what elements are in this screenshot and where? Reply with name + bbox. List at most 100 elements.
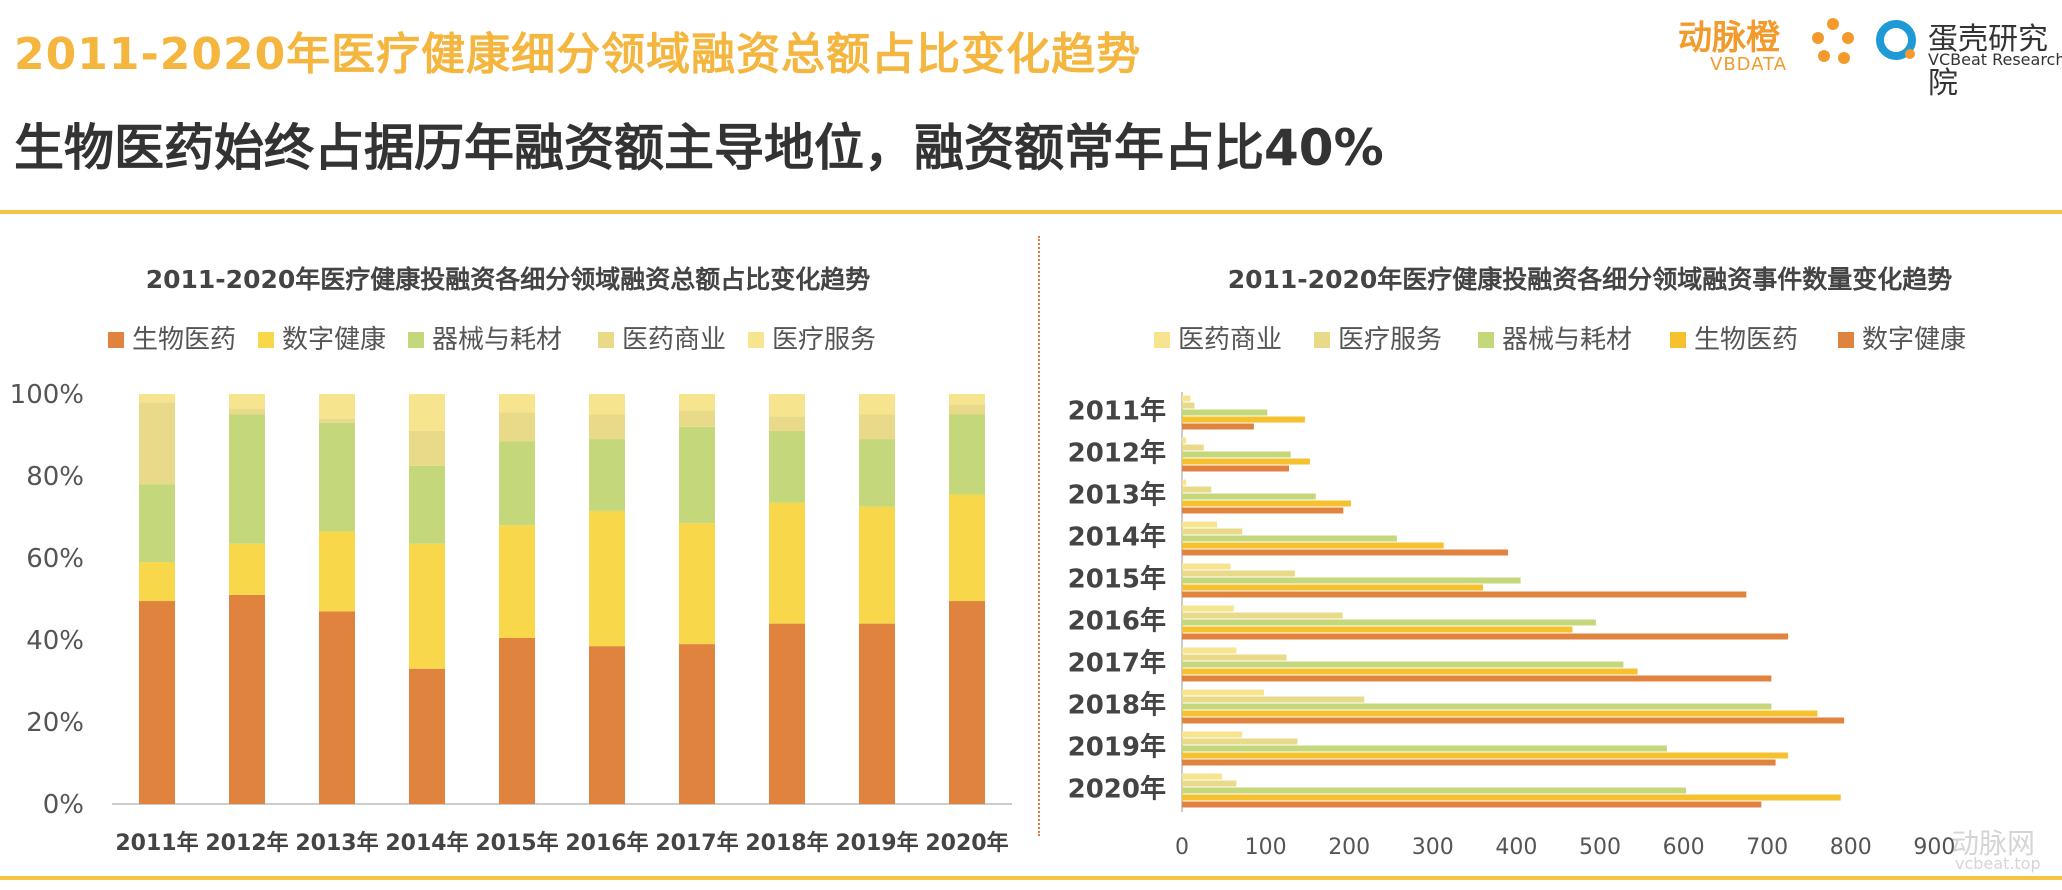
bar-segment (949, 494, 985, 602)
bar (1182, 563, 1231, 570)
vbdata-flower-icon (1812, 18, 1854, 64)
bar (1182, 703, 1772, 710)
bar (1182, 584, 1483, 591)
bar-segment (589, 439, 625, 511)
bar-segment (139, 402, 175, 485)
bar (1182, 717, 1845, 724)
bar (1182, 752, 1789, 759)
bottom-rule (0, 876, 2062, 880)
legend-swatch (1838, 332, 1854, 348)
bar-segment (319, 611, 355, 804)
bar-segment (769, 502, 805, 624)
y-tick-label: 2020年 (1068, 774, 1166, 805)
vcbeat-egg-icon (1876, 20, 1916, 60)
bar-segment (679, 410, 715, 427)
bar-segment (859, 414, 895, 440)
x-tick-label: 500 (1579, 835, 1621, 860)
bar-segment (499, 412, 535, 442)
legend-label: 数字健康 (282, 325, 386, 355)
y-tick-label: 2018年 (1068, 690, 1166, 721)
y-tick-label: 2014年 (1068, 522, 1166, 553)
bar (1182, 577, 1521, 584)
bar (1182, 549, 1509, 556)
bar-segment (859, 506, 895, 624)
bar (1182, 710, 1818, 717)
bar-segment (859, 623, 895, 804)
y-tick-label: 20% (26, 708, 84, 738)
bar-segment (589, 646, 625, 804)
chart1-title: 2011-2020年医疗健康投融资各细分领域融资总额占比变化趋势 (146, 265, 871, 294)
bar (1182, 507, 1344, 514)
bar (1182, 402, 1195, 409)
bar-segment (499, 441, 535, 526)
bar-segment (949, 404, 985, 415)
vbdata-logo-cn: 动脉橙 (1678, 18, 1780, 58)
bar-segment (319, 418, 355, 423)
bar (1182, 605, 1234, 612)
legend-label: 生物医药 (1694, 325, 1798, 355)
bar-segment (229, 414, 265, 544)
vbdata-logo: 动脉橙 VBDATA (1678, 10, 1858, 75)
bar (1182, 773, 1223, 780)
bar-segment (769, 394, 805, 417)
bar-segment (319, 422, 355, 532)
x-tick-label: 900 (1913, 835, 1955, 860)
bar (1182, 696, 1365, 703)
bar-segment (589, 510, 625, 647)
bar (1182, 521, 1218, 528)
bar-segment (769, 430, 805, 503)
legend-swatch (258, 332, 274, 348)
legend-label: 医药商业 (1178, 325, 1282, 355)
bar-segment (499, 394, 535, 413)
bar-segment (319, 394, 355, 419)
y-tick-label: 2015年 (1068, 564, 1166, 595)
bar-segment (229, 543, 265, 595)
bar-segment (859, 394, 895, 415)
y-tick-label: 80% (26, 462, 84, 492)
bar-segment (409, 394, 445, 431)
bar (1182, 500, 1351, 507)
bar-segment (229, 408, 265, 415)
y-tick-label: 40% (26, 626, 84, 656)
bar-segment (409, 465, 445, 544)
bar-segment (409, 668, 445, 804)
x-tick-label: 2018年 (745, 830, 828, 856)
x-tick-label: 600 (1663, 835, 1705, 860)
x-tick-label: 2017年 (655, 830, 738, 856)
bar-segment (229, 594, 265, 804)
bar (1182, 416, 1305, 423)
legend-label: 医药商业 (622, 325, 726, 355)
bar-segment (499, 525, 535, 638)
bar-segment (679, 394, 715, 411)
y-tick-label: 60% (26, 544, 84, 574)
bar-segment (139, 601, 175, 804)
bar-segment (139, 562, 175, 602)
x-tick-label: 400 (1495, 835, 1537, 860)
bar-segment (679, 523, 715, 645)
bar (1182, 451, 1291, 458)
x-tick-label: 300 (1412, 835, 1454, 860)
bar (1182, 675, 1772, 682)
vcbeat-logo: 蛋壳研究院 VCBeat Research (1874, 14, 2062, 101)
top-rule (0, 210, 2062, 214)
bar (1182, 437, 1187, 444)
bar-segment (589, 394, 625, 415)
horizontal-bar-chart: 2011-2020年医疗健康投融资各细分领域融资事件数量变化趋势 医药商业 医疗服… (1068, 265, 1966, 860)
bar (1182, 444, 1204, 451)
y-tick-label: 2019年 (1068, 732, 1166, 763)
legend-swatch (1154, 332, 1170, 348)
bar (1182, 542, 1444, 549)
legend-label: 生物医药 (132, 325, 236, 355)
bar-segment (409, 543, 445, 669)
x-tick-label: 800 (1830, 835, 1872, 860)
bar-segment (949, 601, 985, 804)
bar (1182, 787, 1687, 794)
chart2-title: 2011-2020年医疗健康投融资各细分领域融资事件数量变化趋势 (1228, 265, 1953, 294)
watermark-cn: 动脉网 (1951, 827, 2036, 860)
bar (1182, 479, 1187, 486)
y-tick-label: 0% (43, 790, 84, 820)
bar-segment (949, 414, 985, 495)
legend-label: 数字健康 (1862, 325, 1966, 355)
bar (1182, 395, 1191, 402)
y-tick-label: 2016年 (1068, 606, 1166, 637)
